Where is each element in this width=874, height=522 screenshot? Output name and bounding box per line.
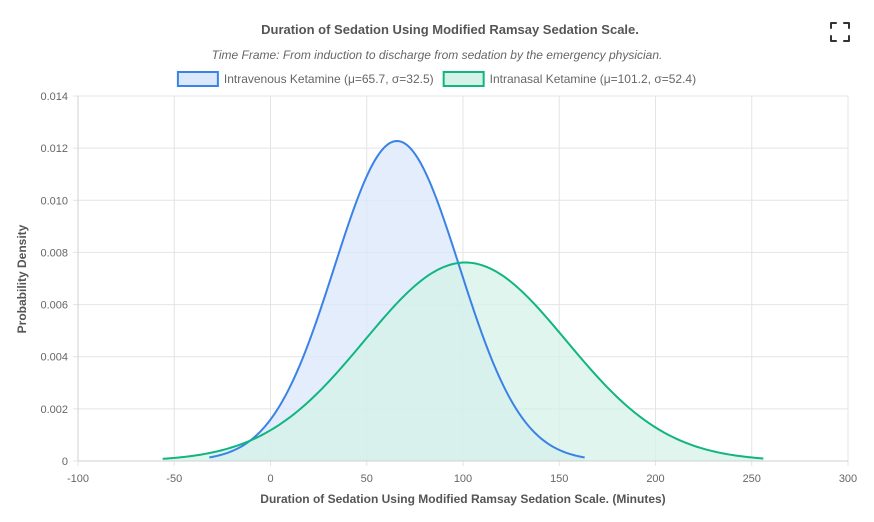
- x-tick-label: 150: [550, 473, 568, 485]
- legend-item-2: Intranasal Ketamine (μ=101.2, σ=52.4): [442, 71, 696, 87]
- series-area-2: [162, 262, 764, 461]
- fullscreen-icon: [830, 22, 850, 42]
- y-tick-label: 0.004: [40, 352, 68, 364]
- chart-title: Duration of Sedation Using Modified Rams…: [261, 22, 639, 37]
- y-tick-label: 0: [62, 456, 68, 468]
- y-tick-label: 0.006: [40, 300, 68, 312]
- legend-item-1: Intravenous Ketamine (μ=65.7, σ=32.5): [176, 71, 434, 87]
- chart-subtitle: Time Frame: From induction to discharge …: [212, 48, 663, 62]
- axes: -100 -50 0 50 100 150 200 250 300 0 0.002 0.004 0.00…: [40, 91, 857, 485]
- legend-swatch: [442, 71, 485, 87]
- y-tick-label: 0.010: [40, 195, 68, 207]
- x-tick-label: 50: [361, 473, 373, 485]
- y-tick-label: 0.014: [40, 91, 68, 103]
- x-tick-label: -100: [67, 473, 89, 485]
- series-line-2: [162, 261, 764, 460]
- legend-label: Intravenous Ketamine (μ=65.7, σ=32.5): [224, 72, 434, 86]
- x-tick-label: 300: [839, 473, 857, 485]
- y-axis-label: Probability Density: [15, 224, 29, 333]
- x-tick-label: 0: [267, 473, 273, 485]
- x-tick-label: -50: [166, 473, 182, 485]
- y-tick-label: 0.008: [40, 247, 68, 259]
- y-tick-label: 0.002: [40, 404, 68, 416]
- x-tick-label: 100: [454, 473, 472, 485]
- legend: Intravenous Ketamine (μ=65.7, σ=32.5) Int…: [176, 71, 696, 87]
- legend-label: Intranasal Ketamine (μ=101.2, σ=52.4): [490, 72, 696, 86]
- y-tick-label: 0.012: [40, 143, 68, 155]
- x-tick-label: 200: [646, 473, 664, 485]
- x-tick-label: 250: [743, 473, 761, 485]
- x-axis-label: Duration of Sedation Using Modified Rams…: [260, 492, 665, 506]
- series-lines: [162, 139, 764, 460]
- expand-icon[interactable]: [828, 20, 852, 44]
- series-areas: [162, 140, 764, 461]
- legend-swatch: [176, 71, 219, 87]
- series-line-1: [209, 139, 585, 459]
